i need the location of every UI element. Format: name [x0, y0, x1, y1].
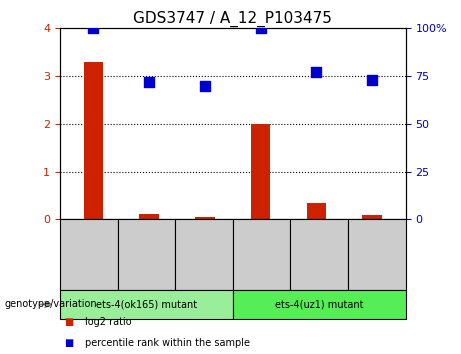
Bar: [175, 219, 233, 290]
Point: [313, 69, 320, 75]
Point: [90, 25, 97, 31]
Point: [257, 25, 264, 31]
Text: percentile rank within the sample: percentile rank within the sample: [85, 338, 250, 348]
Point: [201, 83, 209, 88]
Text: genotype/variation: genotype/variation: [5, 299, 97, 309]
Point: [146, 79, 153, 85]
Bar: [307, 203, 326, 219]
Bar: [348, 219, 406, 290]
Bar: [290, 219, 348, 290]
Bar: [195, 217, 215, 219]
Bar: [251, 124, 271, 219]
Bar: [233, 290, 406, 319]
Text: log2 ratio: log2 ratio: [85, 317, 132, 327]
Title: GDS3747 / A_12_P103475: GDS3747 / A_12_P103475: [133, 11, 332, 27]
Bar: [233, 219, 290, 290]
Text: ■: ■: [65, 338, 74, 348]
Point: [368, 77, 376, 83]
Text: ets-4(uz1) mutant: ets-4(uz1) mutant: [275, 299, 363, 309]
Bar: [60, 219, 118, 290]
Bar: [362, 215, 382, 219]
Text: ■: ■: [65, 317, 74, 327]
Bar: [60, 290, 233, 319]
Bar: [118, 219, 175, 290]
Bar: [83, 62, 103, 219]
Bar: [139, 214, 159, 219]
Text: ets-4(ok165) mutant: ets-4(ok165) mutant: [96, 299, 197, 309]
